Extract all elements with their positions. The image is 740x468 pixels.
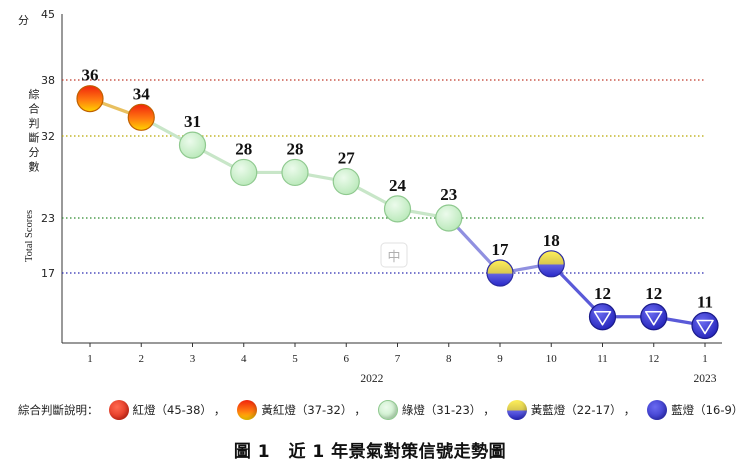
legend-separator: ， xyxy=(354,403,366,417)
data-label: 18 xyxy=(543,231,560,250)
signal-point-green xyxy=(435,204,463,232)
blue-light-icon xyxy=(647,400,668,420)
y-unit-label: 分 xyxy=(18,14,29,27)
y-tick-label: 32 xyxy=(41,130,55,143)
data-label: 17 xyxy=(492,240,510,259)
legend-label-red: 紅燈（45-38） xyxy=(132,403,212,417)
y-tick-label: 38 xyxy=(41,74,55,87)
y-tick-label: 17 xyxy=(41,267,55,280)
x-tick-label: 1 xyxy=(702,353,708,365)
data-label: 11 xyxy=(697,293,713,312)
legend-item-green: 綠燈（31-23） ， xyxy=(377,400,497,420)
x-tick-label: 7 xyxy=(395,353,401,365)
legend-item-red: 紅燈（45-38） ， xyxy=(108,400,228,420)
signal-point-yellow-blue xyxy=(486,259,514,287)
x-tick-label: 6 xyxy=(344,353,350,365)
legend-item-blue: 藍燈（16-9） xyxy=(647,400,740,420)
data-label: 24 xyxy=(389,176,407,195)
signal-point-blue xyxy=(588,303,617,331)
data-label: 34 xyxy=(133,84,151,103)
legend-label-yellow-red: 黃紅燈（37-32） xyxy=(261,403,353,417)
x-tick-label: 4 xyxy=(241,353,247,365)
signal-point-green xyxy=(383,195,412,223)
legend-title: 綜合判斷說明： xyxy=(18,403,99,417)
down-triangle-icon xyxy=(644,310,663,326)
x-tick-label: 1 xyxy=(87,353,93,365)
watermark-box xyxy=(380,242,408,268)
signal-point-yellow-blue xyxy=(537,250,565,278)
signal-point-yellow-red xyxy=(76,85,104,113)
data-label: 28 xyxy=(235,139,252,158)
x-tick-label: 12 xyxy=(648,353,659,365)
data-label: 12 xyxy=(594,284,611,303)
legend-separator: ， xyxy=(213,403,226,417)
green-light-icon xyxy=(377,400,398,420)
data-label: 28 xyxy=(287,139,304,158)
x-tick-label: 8 xyxy=(446,353,452,365)
legend-item-yellow-red: 黃紅燈（37-32） ， xyxy=(237,400,367,420)
legend-label-blue: 藍燈（16-9） xyxy=(671,403,740,417)
figure-caption: 圖 1 近 1 年景氣對策信號走勢圖 xyxy=(0,437,740,462)
legend: 綜合判斷說明： 紅燈（45-38） ， 黃紅燈（37-32） ， 綠燈（31-2… xyxy=(18,398,740,422)
signal-point-green xyxy=(281,158,309,187)
x-tick-label: 2 xyxy=(139,353,145,365)
y-axis-label-zh: 綜合判斷分數 xyxy=(29,87,40,174)
legend-separator: ， xyxy=(483,403,495,417)
x-tick-label: 3 xyxy=(190,353,196,365)
x-tick-label: 11 xyxy=(597,353,608,365)
legend-item-yellow-blue: 黃藍燈（22-17） ， xyxy=(506,400,637,420)
y-tick-label: 23 xyxy=(41,212,55,225)
signal-point-green xyxy=(332,167,360,196)
signal-point-blue xyxy=(640,303,668,331)
x-year-label: 2023 xyxy=(694,373,717,385)
yellow-red-light-icon xyxy=(237,400,258,420)
y-tick-label: 45 xyxy=(41,8,55,21)
down-triangle-icon xyxy=(593,310,612,326)
red-light-icon xyxy=(108,400,129,420)
signal-point-blue xyxy=(691,311,719,340)
x-year-label: 2022 xyxy=(360,373,383,385)
signal-point-green xyxy=(230,158,258,187)
data-label: 36 xyxy=(82,66,99,85)
yellow-blue-light-icon xyxy=(506,400,527,420)
caption-text: 近 1 年景氣對策信號走勢圖 xyxy=(288,442,507,462)
legend-separator: ， xyxy=(623,403,636,417)
data-label: 12 xyxy=(645,284,662,303)
watermark-text: 中 xyxy=(387,250,400,265)
legend-label-yellow-blue: 黃藍燈（22-17） xyxy=(530,403,622,417)
legend-label-green: 綠燈（31-23） xyxy=(401,403,482,417)
x-tick-label: 5 xyxy=(292,353,298,365)
down-triangle-icon xyxy=(696,319,714,335)
caption-number: 圖 1 xyxy=(233,442,271,462)
y-axis-label-en: Total Scores xyxy=(24,210,35,262)
data-label: 31 xyxy=(184,112,201,131)
x-tick-label: 9 xyxy=(497,353,503,365)
signal-point-green xyxy=(178,131,207,159)
signal-point-yellow-red xyxy=(127,103,155,131)
data-label: 23 xyxy=(440,185,457,204)
x-tick-label: 10 xyxy=(546,353,558,365)
data-label: 27 xyxy=(338,149,356,168)
